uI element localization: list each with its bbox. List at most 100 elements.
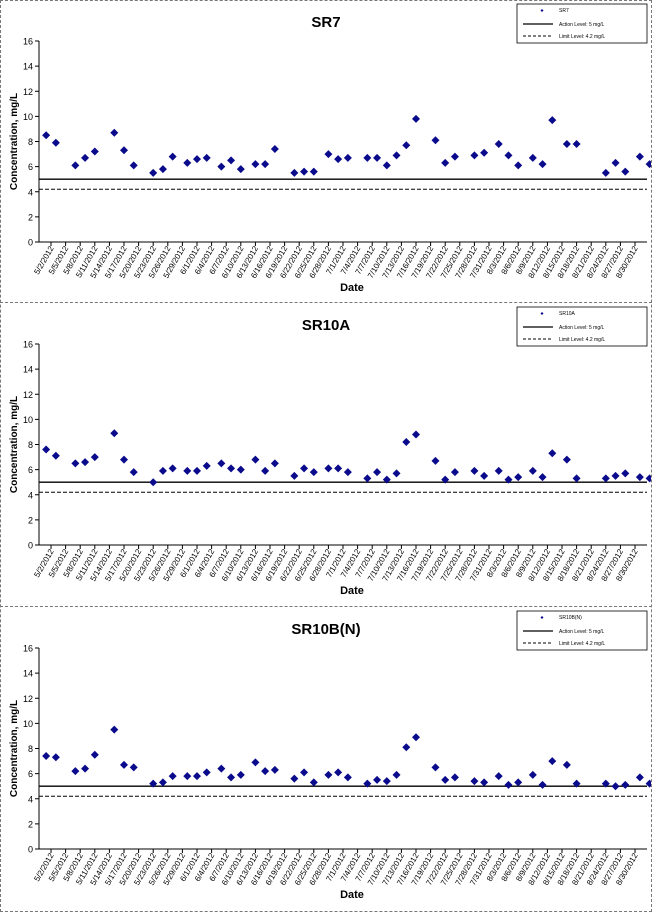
data-point xyxy=(71,767,80,776)
data-point xyxy=(71,459,80,468)
data-point xyxy=(470,466,479,475)
data-point xyxy=(645,160,651,169)
data-point xyxy=(645,779,651,788)
data-point xyxy=(110,725,119,734)
data-point xyxy=(480,778,489,787)
data-point xyxy=(42,752,51,761)
data-point xyxy=(227,773,236,782)
y-tick-label: 6 xyxy=(28,769,33,779)
chart-title: SR10A xyxy=(302,317,351,334)
data-point xyxy=(236,770,245,779)
data-point xyxy=(120,455,128,464)
data-point xyxy=(562,760,571,769)
data-point xyxy=(149,168,158,177)
data-point xyxy=(290,168,299,177)
data-point xyxy=(373,775,382,784)
data-point xyxy=(149,779,158,788)
data-point xyxy=(528,466,537,475)
data-point xyxy=(202,153,211,162)
data-point xyxy=(548,757,557,766)
data-point xyxy=(382,161,391,170)
y-tick-label: 8 xyxy=(28,440,33,450)
data-point xyxy=(227,464,236,473)
data-point xyxy=(431,136,440,145)
panel-divider xyxy=(0,606,652,607)
data-point xyxy=(373,153,382,162)
data-point xyxy=(236,165,245,174)
data-point xyxy=(217,162,226,171)
data-point xyxy=(270,459,279,468)
legend-label: Limit Level: 4.2 mg/L xyxy=(559,34,605,40)
data-point xyxy=(504,151,513,160)
data-point xyxy=(572,779,581,788)
x-axis-label: Date xyxy=(340,585,364,597)
y-tick-label: 16 xyxy=(23,644,33,654)
data-point xyxy=(300,768,309,777)
data-point xyxy=(382,777,391,786)
data-point xyxy=(538,473,547,482)
y-tick-label: 12 xyxy=(23,87,33,97)
data-point xyxy=(202,768,211,777)
data-point xyxy=(441,775,450,784)
data-point xyxy=(270,765,279,774)
data-point xyxy=(645,474,651,483)
data-point xyxy=(450,468,459,477)
data-point xyxy=(324,770,333,779)
data-point xyxy=(42,131,51,140)
legend: SR10B(N) Action Level: 5 mg/L Limit Level:… xyxy=(516,610,648,651)
x-axis-label: Date xyxy=(340,282,364,294)
data-point xyxy=(193,466,201,475)
chart-title: SR10B(N) xyxy=(291,621,360,638)
x-axis-label: Date xyxy=(340,889,364,901)
y-tick-label: 10 xyxy=(23,415,33,425)
data-point xyxy=(261,160,270,169)
data-point xyxy=(90,750,99,759)
data-point xyxy=(548,449,557,458)
data-point xyxy=(611,782,620,791)
data-point xyxy=(309,167,318,176)
data-point xyxy=(110,128,119,137)
data-point xyxy=(90,453,99,462)
y-tick-label: 12 xyxy=(23,694,33,704)
data-point xyxy=(251,758,260,767)
data-point xyxy=(494,466,503,475)
y-tick-label: 14 xyxy=(23,669,33,679)
data-point xyxy=(81,458,90,467)
chart-title: SR7 xyxy=(311,14,340,31)
data-point xyxy=(183,772,192,781)
data-point xyxy=(494,772,503,781)
data-point xyxy=(217,764,226,773)
panel-divider xyxy=(0,302,652,303)
data-point xyxy=(51,753,60,762)
data-point xyxy=(504,780,513,789)
data-point xyxy=(71,161,80,170)
y-tick-label: 2 xyxy=(28,515,33,525)
data-point xyxy=(343,773,352,782)
chart-panel-sr10b-n: SR10B(N) Concentration, mg/L 0 2 4 6 8 10 12 14 16… xyxy=(1,608,651,908)
data-point xyxy=(402,743,411,752)
data-point xyxy=(621,167,630,176)
data-point xyxy=(300,464,309,473)
legend-marker xyxy=(540,9,544,12)
y-tick-label: 10 xyxy=(23,112,33,122)
data-point xyxy=(158,466,167,475)
data-point xyxy=(504,475,513,484)
data-point xyxy=(158,778,167,787)
data-point xyxy=(494,140,503,149)
legend-label: Action Level: 5 mg/L xyxy=(559,325,605,331)
y-axis-label: Concentration, mg/L xyxy=(9,396,20,493)
data-point xyxy=(261,466,270,475)
y-tick-label: 8 xyxy=(28,744,33,754)
chart-panel-sr10a: SR10A Concentration, mg/L 0 2 4 6 8 10 12 14 16 5/2… xyxy=(1,304,651,604)
data-point xyxy=(441,475,450,484)
y-tick-label: 14 xyxy=(23,62,33,72)
data-point xyxy=(120,146,128,155)
data-point xyxy=(81,764,90,773)
legend-label: Limit Level: 4.2 mg/L xyxy=(559,641,605,647)
data-point xyxy=(412,430,420,439)
data-point xyxy=(193,155,201,164)
data-point xyxy=(51,138,60,147)
data-point xyxy=(572,140,581,149)
legend: SR7 Action Level: 5 mg/L Limit Level: 4.2 … xyxy=(516,3,648,44)
data-point xyxy=(236,465,245,474)
